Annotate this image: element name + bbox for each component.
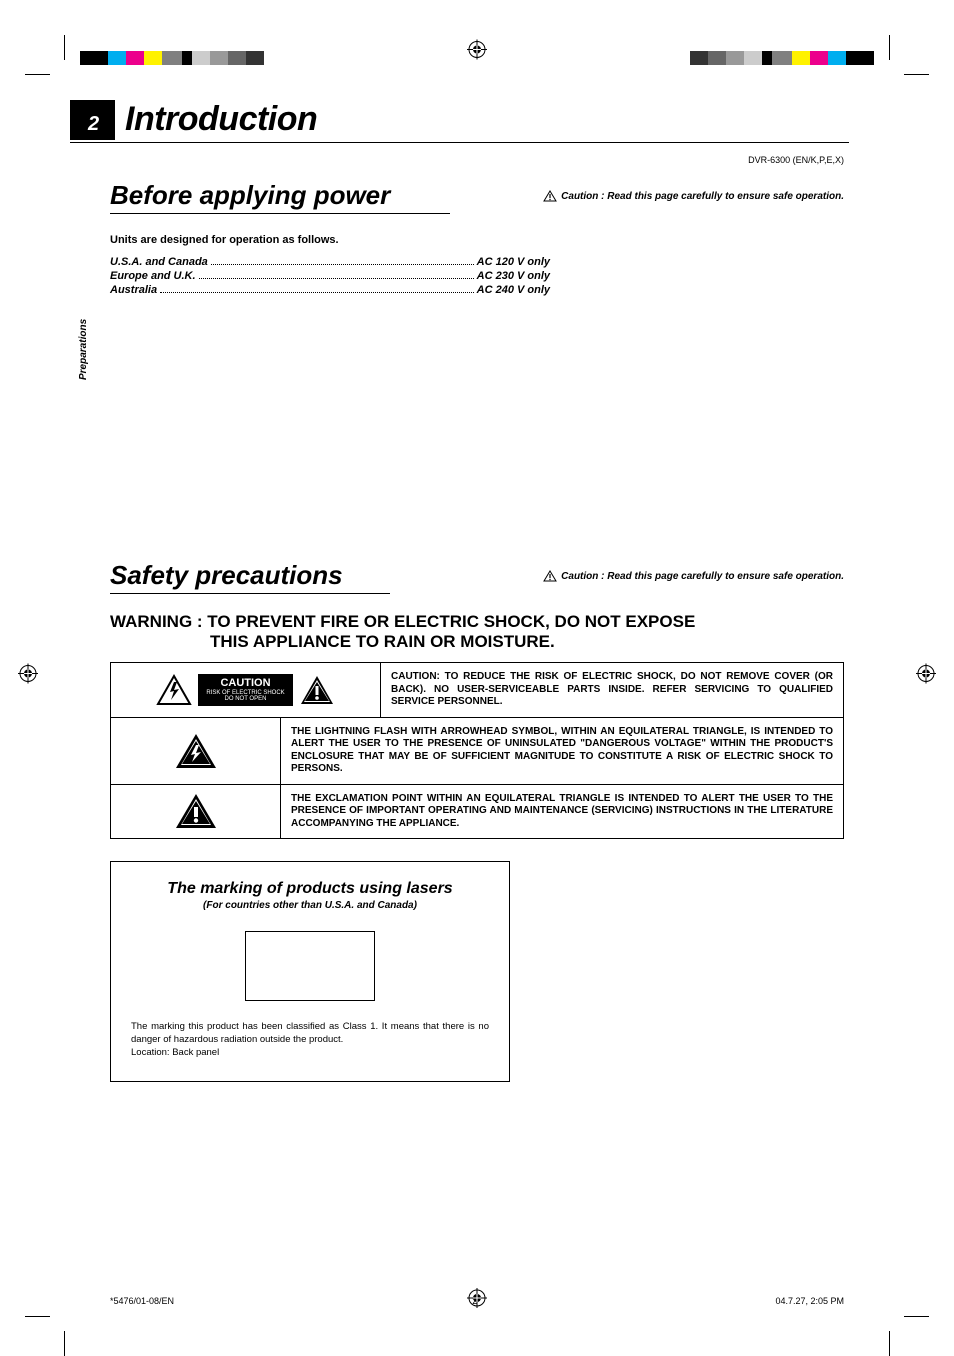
color-bar: [772, 51, 792, 65]
caution-black-label: CAUTION RISK OF ELECTRIC SHOCK DO NOT OP…: [198, 674, 292, 706]
section-safety: Safety precautions Caution : Read this p…: [110, 560, 844, 1082]
marking-title: The marking of products using lasers: [131, 880, 489, 898]
color-bar: [708, 51, 726, 65]
caution-text: Caution : Read this page carefully to en…: [561, 191, 844, 202]
color-bar: [192, 51, 210, 65]
crop-mark: [874, 1301, 904, 1331]
table-row: THE LIGHTNING FLASH WITH ARROWHEAD SYMBO…: [111, 717, 843, 784]
warning-heading: WARNING : TO PREVENT FIRE OR ELECTRIC SH…: [110, 612, 844, 652]
color-bar: [846, 51, 874, 65]
voltage-list: U.S.A. and Canada AC 120 V only Europe and…: [110, 256, 550, 296]
chapter-title: Introduction: [125, 100, 317, 139]
color-bar: [228, 51, 246, 65]
caution-text-cell: CAUTION: TO REDUCE THE RISK OF ELECTRIC …: [381, 663, 843, 717]
caution-note: Caution : Read this page carefully to en…: [543, 190, 844, 202]
chapter-underline: [70, 142, 849, 143]
color-bar: [210, 51, 228, 65]
marking-body: The marking this product has been classi…: [131, 1021, 489, 1059]
color-bar: [792, 51, 810, 65]
voltage-label: U.S.A. and Canada: [110, 256, 208, 268]
color-bar: [80, 51, 108, 65]
crop-mark: [874, 60, 904, 90]
warning-line1: WARNING : TO PREVENT FIRE OR ELECTRIC SH…: [110, 612, 695, 631]
voltage-row: Europe and U.K. AC 230 V only: [110, 270, 550, 282]
caution-note: Caution : Read this page carefully to en…: [543, 570, 844, 582]
exclamation-text-cell: THE EXCLAMATION POINT WITHIN AN EQUILATE…: [281, 785, 843, 839]
voltage-label: Australia: [110, 284, 157, 296]
symbol-cell: [111, 785, 281, 839]
color-bars-right: [690, 46, 874, 70]
lightning-text-cell: THE LIGHTNING FLASH WITH ARROWHEAD SYMBO…: [281, 718, 843, 784]
table-row: CAUTION RISK OF ELECTRIC SHOCK DO NOT OP…: [111, 663, 843, 717]
voltage-value: AC 120 V only: [477, 256, 550, 268]
symbol-cell: [111, 718, 281, 784]
color-bar: [182, 51, 192, 65]
voltage-label: Europe and U.K.: [110, 270, 196, 282]
leader-dots: [199, 278, 474, 279]
lightning-triangle-icon: [156, 674, 192, 706]
model-code: DVR-6300 (EN/K,P,E,X): [748, 155, 844, 165]
leader-dots: [160, 292, 474, 293]
color-bar: [810, 51, 828, 65]
caution-big: CAUTION: [206, 677, 284, 689]
color-bar: [162, 51, 182, 65]
side-tab-label: Preparations: [78, 319, 89, 380]
color-bar: [126, 51, 144, 65]
crop-mark: [50, 1301, 80, 1331]
color-bar: [690, 51, 708, 65]
voltage-value: AC 240 V only: [477, 284, 550, 296]
exclamation-triangle-icon: [299, 674, 335, 706]
registration-mark-top: [467, 40, 487, 65]
marking-subtitle: (For countries other than U.S.A. and Can…: [131, 900, 489, 911]
lightning-triangle-icon: [174, 732, 218, 770]
color-bar: [744, 51, 762, 65]
laser-marking-box: The marking of products using lasers (Fo…: [110, 861, 510, 1082]
color-bar: [108, 51, 126, 65]
caution-symbol-cell: CAUTION RISK OF ELECTRIC SHOCK DO NOT OP…: [111, 663, 381, 717]
marking-label-placeholder: [245, 931, 375, 1001]
warning-table: CAUTION RISK OF ELECTRIC SHOCK DO NOT OP…: [110, 662, 844, 839]
section-title: Before applying power: [110, 180, 450, 214]
footer-left: *5476/01-08/EN: [110, 1296, 174, 1306]
crop-mark: [50, 60, 80, 90]
warning-triangle-icon: [543, 190, 557, 202]
leader-dots: [211, 264, 474, 265]
color-bar: [762, 51, 772, 65]
warning-triangle-icon: [543, 570, 557, 582]
section-before-power: Before applying power Caution : Read thi…: [110, 180, 844, 298]
units-intro: Units are designed for operation as foll…: [110, 234, 844, 246]
voltage-row: Australia AC 240 V only: [110, 284, 550, 296]
registration-mark-left: [18, 663, 38, 688]
caution-small2: DO NOT OPEN: [225, 696, 267, 702]
color-bar: [828, 51, 846, 65]
color-bar: [726, 51, 744, 65]
marking-text1: The marking this product has been classi…: [131, 1021, 489, 1045]
registration-mark-bottom: [467, 1288, 487, 1313]
voltage-value: AC 230 V only: [477, 270, 550, 282]
caution-text: Caution : Read this page carefully to en…: [561, 571, 844, 582]
page-number: 2: [88, 113, 99, 136]
page-content: 2 Introduction DVR-6300 (EN/K,P,E,X) Pre…: [70, 100, 884, 1271]
marking-text2: Location: Back panel: [131, 1047, 219, 1058]
color-bars-left: [80, 46, 264, 70]
voltage-row: U.S.A. and Canada AC 120 V only: [110, 256, 550, 268]
section-title: Safety precautions: [110, 560, 390, 594]
color-bar: [246, 51, 264, 65]
footer-right: 04.7.27, 2:05 PM: [775, 1296, 844, 1306]
caution-small1: RISK OF ELECTRIC SHOCK: [206, 690, 284, 696]
warning-line2: THIS APPLIANCE TO RAIN OR MOISTURE.: [110, 632, 555, 651]
color-bar: [144, 51, 162, 65]
registration-mark-right: [916, 663, 936, 688]
exclamation-triangle-icon: [174, 792, 218, 830]
table-row: THE EXCLAMATION POINT WITHIN AN EQUILATE…: [111, 784, 843, 839]
